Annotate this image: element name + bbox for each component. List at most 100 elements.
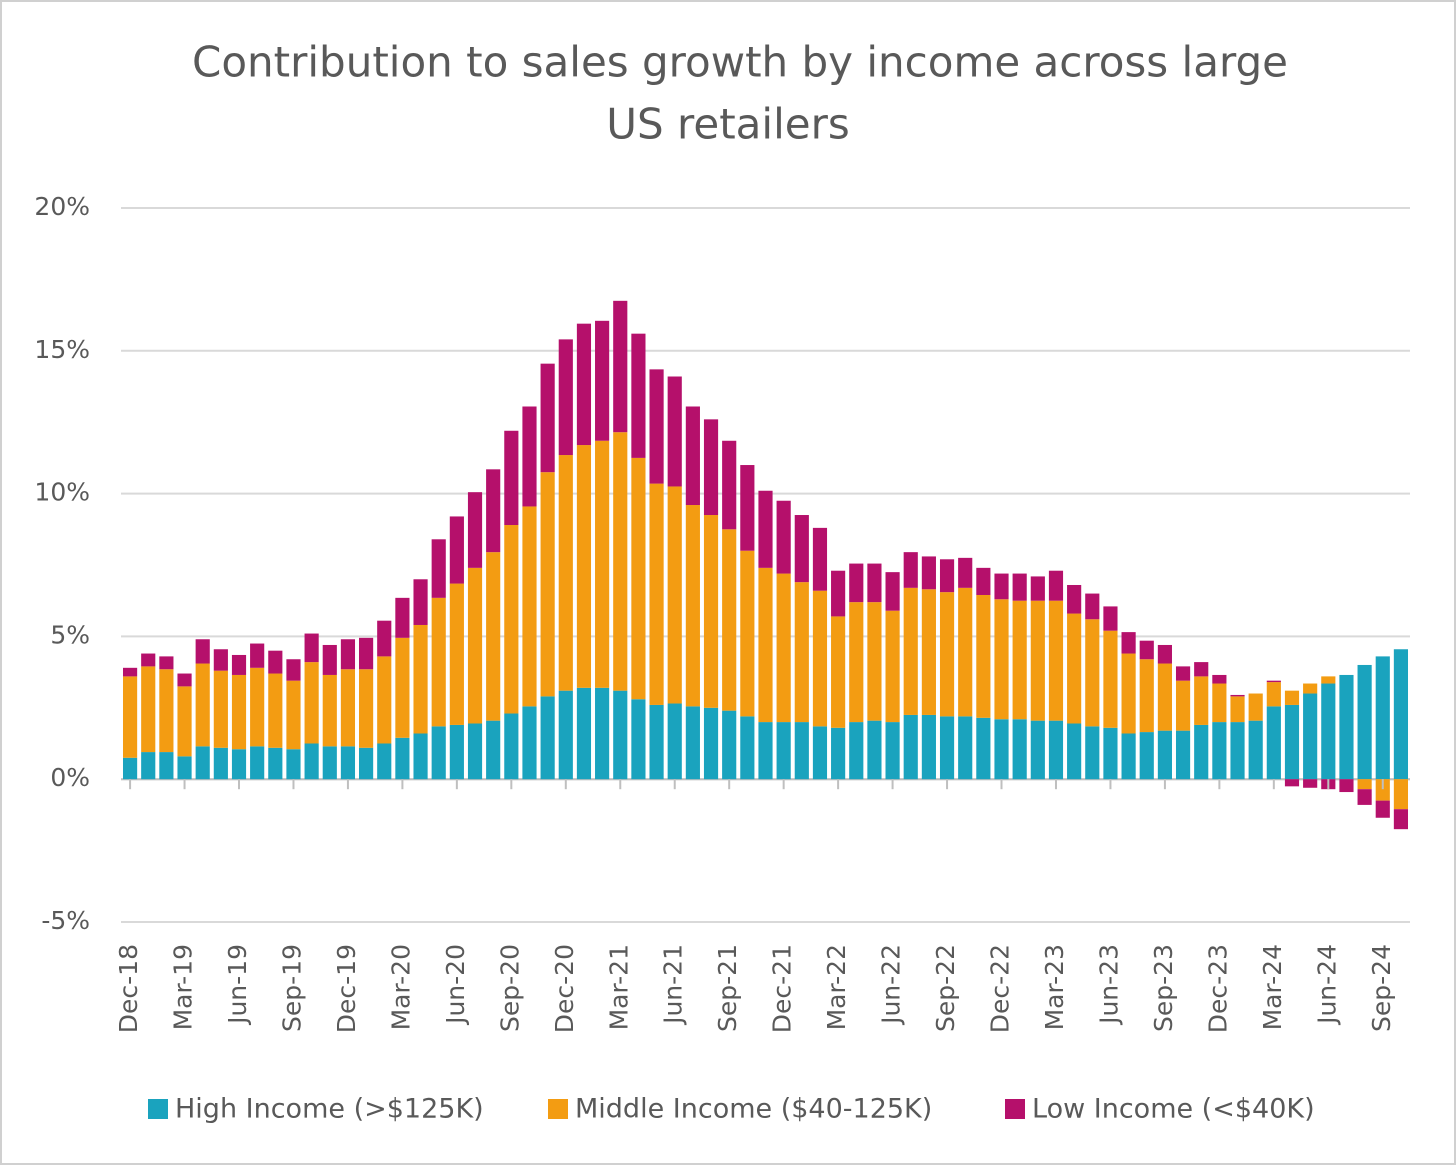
bar-segment: [467, 492, 483, 568]
bar-segment: [703, 707, 719, 780]
bar-segment: [467, 567, 483, 724]
bar-segment: [304, 662, 319, 744]
bar-segment: [703, 419, 719, 516]
bar-segment: [903, 714, 918, 780]
bar-segment: [1085, 619, 1100, 727]
bar-segment: [1357, 779, 1372, 790]
bar-segment: [522, 506, 537, 707]
bar-segment: [613, 690, 628, 780]
bar-segment: [685, 706, 700, 780]
bar-segment: [504, 525, 519, 714]
bar-segment: [758, 490, 773, 568]
bar-segment: [250, 643, 265, 668]
bar-segment: [740, 465, 755, 551]
bar-segment: [1103, 727, 1118, 780]
bar-segment: [776, 722, 791, 780]
bar-segment: [177, 756, 192, 780]
bar-segment: [1339, 779, 1354, 793]
bar-segment: [867, 563, 882, 603]
bar-segment: [268, 673, 283, 748]
y-tick-label: 0%: [50, 763, 90, 792]
bar-segment: [195, 639, 210, 664]
bar-segment: [1067, 613, 1082, 724]
bar-segment: [958, 557, 973, 588]
x-tick-label: Sep-24: [1367, 944, 1396, 1032]
bar-segment: [122, 676, 138, 758]
bar-segment: [1067, 723, 1082, 780]
x-tick-label: Mar-24: [1258, 944, 1287, 1030]
bar-segment: [994, 719, 1009, 780]
bar-segment: [1266, 682, 1281, 707]
bar-segment: [1339, 674, 1354, 780]
bar-segment: [812, 726, 828, 780]
bar-segment: [1393, 809, 1409, 830]
bar-segment: [1048, 600, 1064, 721]
bar-segment: [486, 469, 501, 553]
x-tick-label: Sep-22: [931, 944, 960, 1032]
legend-swatch: [148, 1099, 168, 1119]
bar-segment: [1194, 676, 1209, 725]
bar-segment: [685, 406, 700, 506]
bar-segment: [613, 300, 628, 433]
bar-segment: [141, 653, 156, 667]
chart-title: Contribution to sales growth by income a…: [192, 38, 1288, 87]
bar-segment: [159, 669, 174, 753]
bar-segment: [576, 323, 592, 446]
x-tick-label: Sep-23: [1149, 944, 1178, 1032]
y-tick-label: -5%: [41, 906, 90, 935]
bar-segment: [213, 649, 228, 671]
bar-segment: [304, 743, 319, 780]
bar-segment: [1321, 683, 1336, 780]
bar-segment: [722, 710, 737, 780]
x-tick-label: Sep-20: [495, 944, 524, 1032]
bar-segment: [1085, 593, 1100, 620]
bar-segment: [649, 704, 664, 780]
bar-segment: [504, 430, 519, 526]
bar-segment: [1121, 733, 1136, 780]
bar-segment: [340, 669, 356, 747]
x-tick-label: Mar-20: [386, 944, 415, 1030]
bar-segment: [359, 637, 374, 670]
bar-segment: [1157, 730, 1172, 780]
bar-segment: [776, 500, 791, 574]
x-tick-label: Mar-21: [604, 944, 633, 1030]
bar-segment: [322, 746, 337, 780]
bar-segment: [141, 752, 156, 780]
legend-label: High Income (>$125K): [175, 1094, 484, 1125]
bar-segment: [885, 722, 900, 780]
bar-segment: [994, 573, 1009, 600]
bar-segment: [903, 552, 918, 588]
bar-segment: [122, 757, 138, 780]
bar-segment: [1103, 630, 1118, 728]
bar-segment: [1030, 600, 1045, 721]
bar-segment: [794, 582, 809, 723]
bar-segment: [1157, 663, 1172, 731]
bar-segment: [1266, 706, 1281, 780]
bar-segment: [558, 339, 573, 456]
legend-label: Middle Income ($40-125K): [575, 1094, 932, 1125]
legend-swatch: [1005, 1099, 1025, 1119]
bar-segment: [377, 620, 392, 657]
bar-segment: [976, 717, 991, 780]
x-tick-label: Sep-21: [713, 944, 742, 1032]
bar-segment: [1139, 732, 1154, 780]
bar-segment: [921, 556, 936, 590]
bar-segment: [431, 726, 446, 780]
bar-segment: [231, 654, 247, 675]
bar-segment: [1357, 664, 1372, 780]
bar-segment: [1248, 720, 1263, 780]
bar-segment: [1067, 584, 1082, 614]
bar-segment: [794, 722, 809, 780]
bar-segment: [1012, 573, 1027, 601]
bar-segment: [667, 703, 682, 780]
bar-segment: [340, 746, 356, 780]
bar-segment: [322, 644, 337, 675]
bar-segment: [1121, 632, 1136, 654]
bar-segment: [1085, 726, 1100, 780]
bar-segment: [631, 457, 646, 700]
bar-segment: [1175, 730, 1191, 780]
y-tick-label: 5%: [50, 620, 90, 649]
bar-segment: [1048, 720, 1064, 780]
bar-segment: [1139, 659, 1154, 733]
bar-segment: [1157, 644, 1172, 664]
